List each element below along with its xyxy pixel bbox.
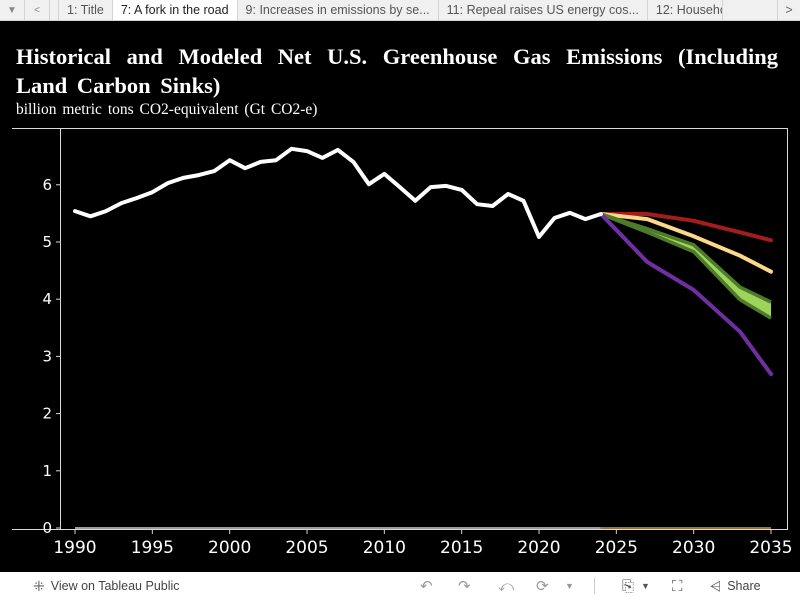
series-projection-range-green-lower — [600, 212, 772, 320]
x-tick-label: 2020 — [517, 538, 560, 558]
series-projection-range-green-upper — [600, 212, 772, 304]
refresh-menu-caret-icon[interactable]: ▼ — [565, 581, 574, 591]
x-tick-label: 1990 — [53, 538, 96, 558]
x-tick-label: 2035 — [749, 538, 792, 558]
x-tick-label: 2030 — [672, 538, 715, 558]
y-tick-label: 1 — [42, 462, 52, 480]
view-on-tableau-link[interactable]: ⁜ View on Tableau Public — [33, 578, 180, 595]
y-tick-label: 2 — [42, 405, 52, 423]
x-tick-label: 2005 — [285, 538, 328, 558]
series-historical-line — [73, 146, 603, 239]
download-icon[interactable]: ⎘ — [622, 577, 635, 595]
series-layer — [73, 146, 773, 377]
axes: 0 1 2 3 4 5 6 1990 1995 2000 2005 2010 2015 2020 2025 2… — [12, 128, 793, 558]
redo-icon[interactable]: ↷ — [458, 578, 471, 595]
x-tick-label: 2000 — [208, 538, 251, 558]
chevron-left-icon: < — [34, 4, 40, 16]
chart-subtitle: billion metric tons CO2-equivalent (Gt C… — [16, 101, 318, 118]
tableau-logo-icon: ⁜ — [33, 577, 45, 594]
undo-icon[interactable]: ↶ — [420, 578, 433, 595]
story-tab-bar: ▼ < 1: Title 7: A fork in the road 9: In… — [0, 0, 800, 21]
tab-prev-button[interactable]: < — [25, 0, 50, 20]
emissions-chart[interactable]: 0 1 2 3 4 5 6 1990 1995 2000 2005 2010 2015 2020 2025 2… — [0, 120, 800, 570]
share-icon: ⩤ — [710, 577, 722, 594]
tab-fork-in-road[interactable]: 7: A fork in the road — [112, 0, 238, 20]
x-tick-label: 1995 — [131, 538, 174, 558]
tab-household[interactable]: 12: Househol — [648, 0, 723, 20]
y-tick-label: 3 — [42, 347, 52, 365]
fullscreen-icon[interactable]: ⛶ — [672, 577, 683, 595]
toolbar-divider — [594, 578, 595, 594]
y-tick-label: 6 — [42, 176, 52, 194]
y-tick-label: 5 — [42, 233, 52, 251]
share-button[interactable]: ⩤ Share — [710, 578, 761, 595]
revert-icon[interactable]: ⤺ — [498, 577, 515, 595]
y-tick-label: 0 — [42, 519, 52, 537]
share-label: Share — [727, 579, 761, 593]
tab-next-button[interactable]: > — [777, 0, 800, 20]
x-tick-label: 2010 — [363, 538, 406, 558]
chart-title: Historical and Modeled Net U.S. Greenhou… — [16, 44, 778, 98]
tab-menu-button[interactable]: ▼ — [0, 0, 25, 20]
series-projection-yellow-line — [598, 212, 773, 274]
tab-title[interactable]: 1: Title — [59, 0, 113, 20]
tab-repeal-raises-costs[interactable]: 11: Repeal raises US energy cos... — [439, 0, 648, 20]
view-on-tableau-label: View on Tableau Public — [50, 579, 180, 593]
tableau-toolbar: ⁜ View on Tableau Public ↶ ↷ ⤺ ⟳ ▼ ⎘ ▼ ⛶… — [0, 572, 800, 600]
chevron-right-icon: > — [785, 3, 793, 17]
tab-spacer — [50, 0, 59, 20]
x-tick-label: 2025 — [595, 538, 638, 558]
download-caret-icon[interactable]: ▼ — [641, 581, 650, 591]
caret-down-icon: ▼ — [7, 4, 17, 16]
tab-increases-in-emissions[interactable]: 9: Increases in emissions by se... — [238, 0, 439, 20]
refresh-icon[interactable]: ⟳ — [536, 578, 549, 595]
series-projection-red-line — [598, 212, 773, 243]
series-projection-purple-line — [598, 212, 773, 377]
x-tick-label: 2015 — [440, 538, 483, 558]
y-tick-label: 4 — [42, 290, 52, 308]
